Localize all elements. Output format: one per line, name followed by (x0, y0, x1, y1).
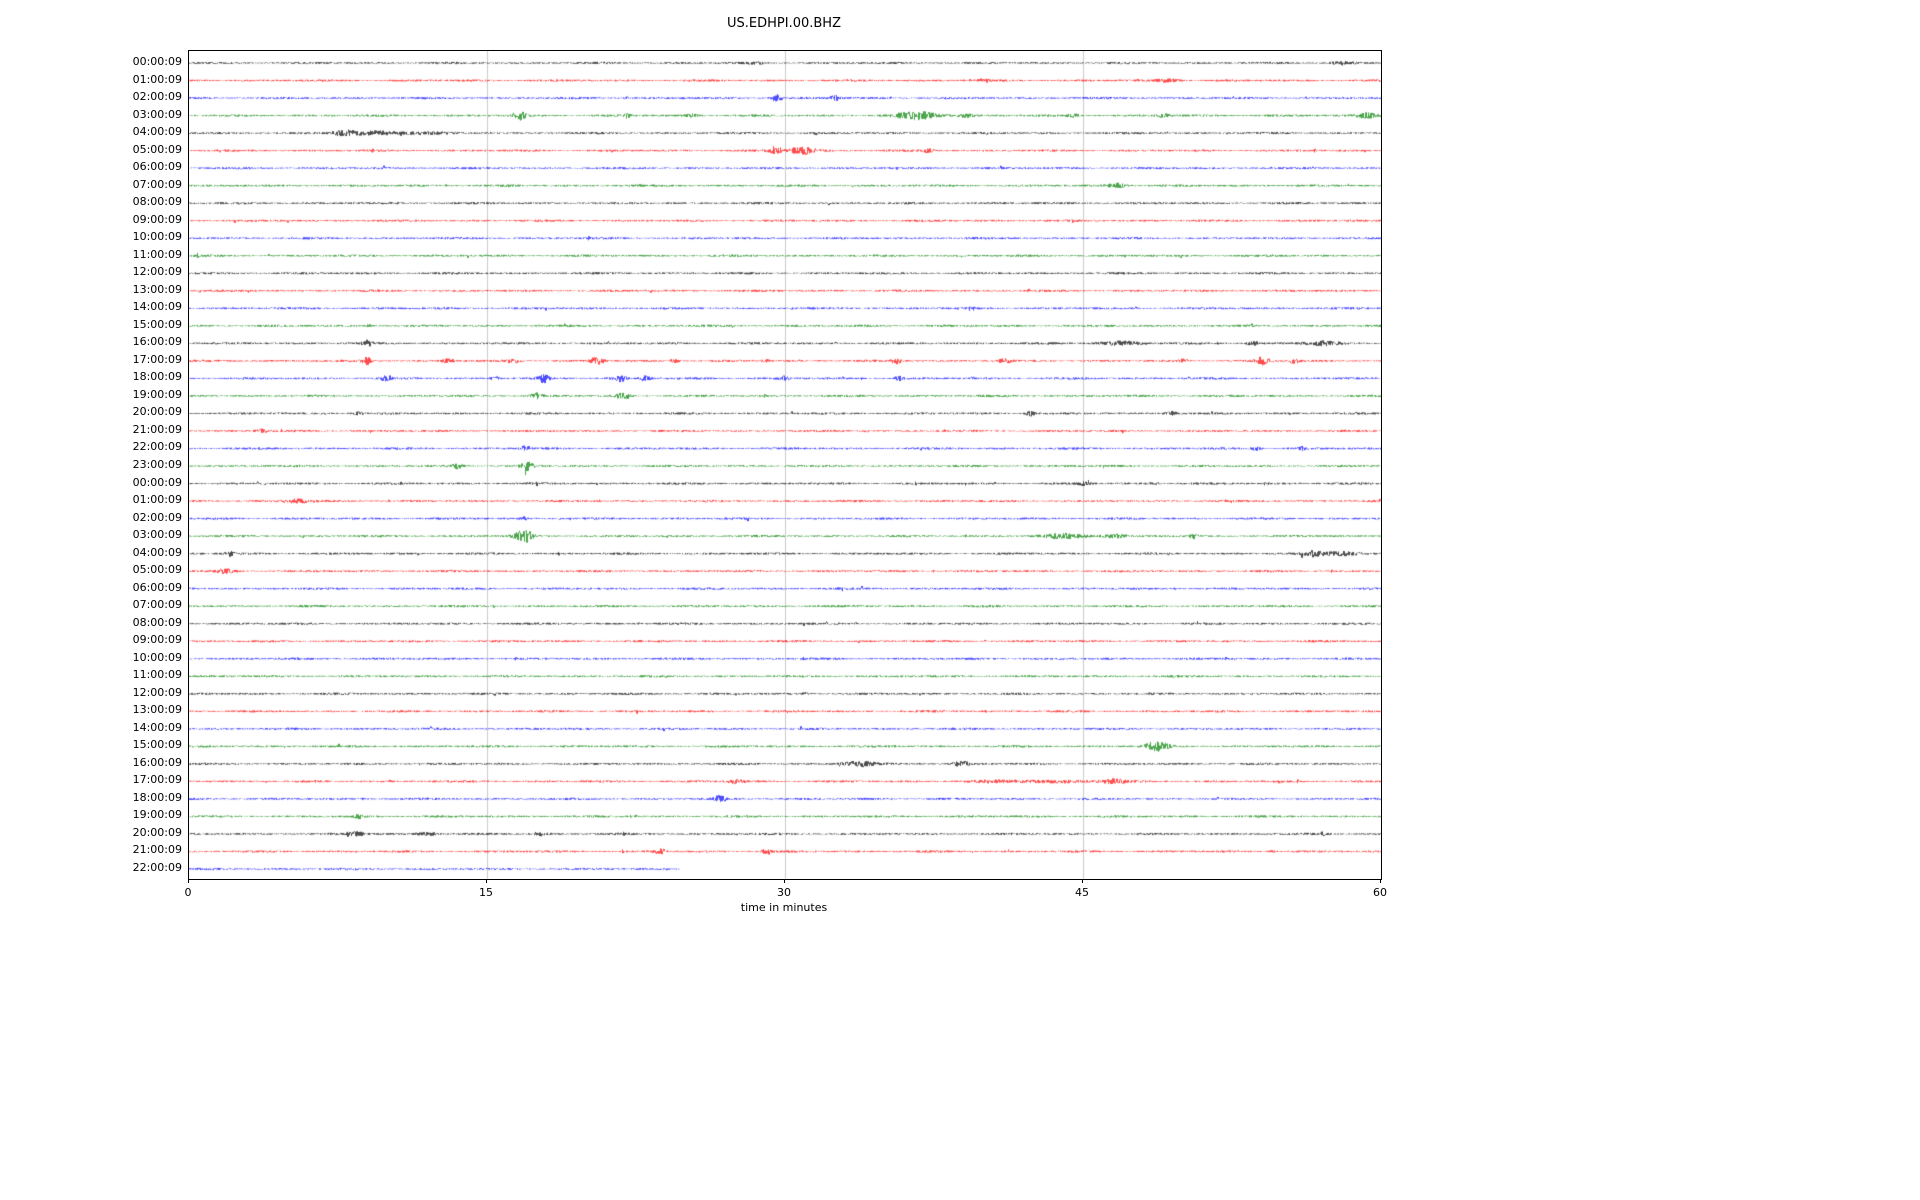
x-axis-label: time in minutes (740, 901, 828, 914)
trace-time-label: 21:00:09 (132, 843, 182, 857)
trace-time-label: 11:00:09 (132, 247, 182, 261)
x-tick-mark (784, 879, 785, 883)
chart-title: US.EDHPI.00.BHZ (727, 16, 841, 31)
x-tick-label: 0 (184, 886, 192, 899)
trace-time-label: 19:00:09 (132, 387, 182, 401)
trace-time-label: 04:00:09 (132, 545, 182, 559)
trace-time-label: 17:00:09 (132, 352, 182, 366)
trace-time-label: 21:00:09 (132, 422, 182, 436)
trace-time-label: 10:00:09 (132, 230, 182, 244)
x-tick-label: 30 (777, 886, 791, 899)
x-tick-mark (188, 879, 189, 883)
trace-time-label: 18:00:09 (132, 790, 182, 804)
trace-time-label: 03:00:09 (132, 107, 182, 121)
trace-time-label: 00:00:09 (132, 475, 182, 489)
trace-time-label: 12:00:09 (132, 265, 182, 279)
trace-time-label: 18:00:09 (132, 370, 182, 384)
trace-time-label: 15:00:09 (132, 317, 182, 331)
trace-time-label: 22:00:09 (132, 440, 182, 454)
trace-time-label: 10:00:09 (132, 650, 182, 664)
trace-time-label: 03:00:09 (132, 528, 182, 542)
trace-time-label: 04:00:09 (132, 125, 182, 139)
trace-time-label: 19:00:09 (132, 808, 182, 822)
trace-time-label: 08:00:09 (132, 195, 182, 209)
trace-time-label: 16:00:09 (132, 335, 182, 349)
trace-time-label: 13:00:09 (132, 703, 182, 717)
x-axis-ticks: 0 15 30 45 60 (185, 879, 1387, 905)
trace-time-label: 09:00:09 (132, 212, 182, 226)
trace-time-label: 06:00:09 (132, 580, 182, 594)
x-tick-label: 45 (1075, 886, 1089, 899)
trace-time-label: 20:00:09 (132, 405, 182, 419)
trace-time-label: 13:00:09 (132, 282, 182, 296)
trace-time-label: 17:00:09 (132, 773, 182, 787)
trace-time-label: 02:00:09 (132, 510, 182, 524)
trace-time-label: 07:00:09 (132, 598, 182, 612)
x-tick-label: 60 (1373, 886, 1387, 899)
trace-time-labels: 00:00:09 01:00:09 02:00:09 03:00:09 04:00:09… (0, 50, 182, 878)
waveform-canvas (189, 51, 1381, 879)
x-tick-mark (1082, 879, 1083, 883)
trace-time-label: 06:00:09 (132, 160, 182, 174)
trace-time-label: 09:00:09 (132, 633, 182, 647)
trace-time-label: 16:00:09 (132, 755, 182, 769)
trace-time-label: 00:00:09 (132, 55, 182, 68)
trace-time-label: 08:00:09 (132, 615, 182, 629)
trace-time-label: 22:00:09 (132, 861, 182, 874)
trace-time-label: 02:00:09 (132, 90, 182, 104)
trace-time-label: 01:00:09 (132, 493, 182, 507)
trace-time-label: 14:00:09 (132, 300, 182, 314)
trace-time-label: 05:00:09 (132, 563, 182, 577)
trace-time-label: 11:00:09 (132, 668, 182, 682)
x-tick-mark (1380, 879, 1381, 883)
trace-time-label: 07:00:09 (132, 177, 182, 191)
trace-time-label: 05:00:09 (132, 142, 182, 156)
x-tick-label: 15 (479, 886, 493, 899)
trace-time-label: 01:00:09 (132, 72, 182, 86)
plot-area (188, 50, 1382, 880)
x-tick-mark (486, 879, 487, 883)
trace-time-label: 20:00:09 (132, 825, 182, 839)
trace-time-label: 14:00:09 (132, 720, 182, 734)
trace-time-label: 12:00:09 (132, 685, 182, 699)
trace-time-label: 23:00:09 (132, 458, 182, 471)
trace-time-label: 15:00:09 (132, 738, 182, 752)
